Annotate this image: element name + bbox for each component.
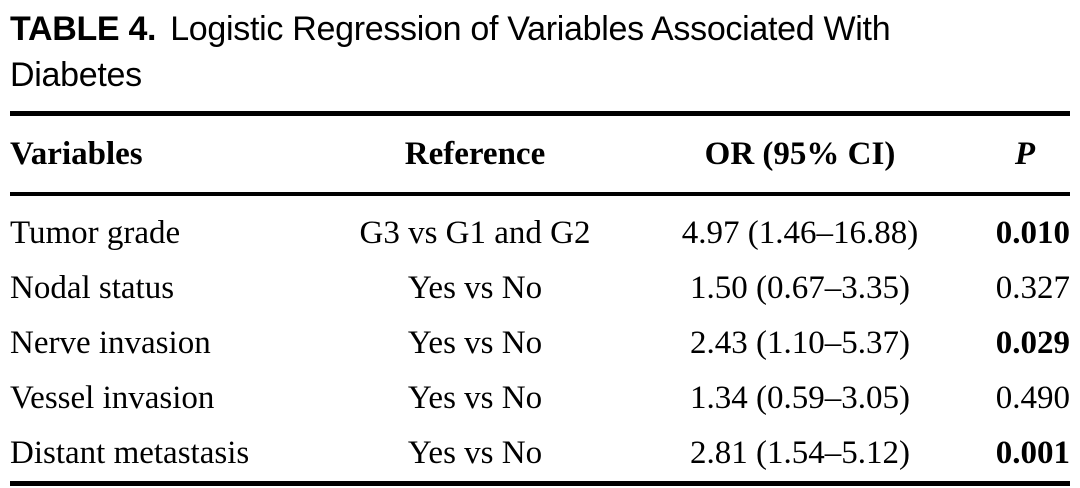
column-header-or-ci: OR (95% CI)	[620, 113, 980, 196]
cell-or-ci: 1.50 (0.67–3.35)	[690, 270, 910, 306]
cell-variable: Vessel invasion	[10, 380, 215, 416]
cell-p-value: 0.029	[995, 325, 1070, 361]
cell-or-ci: 2.81 (1.54–5.12)	[690, 435, 910, 471]
column-header-reference: Reference	[330, 113, 620, 196]
cell-reference: Yes vs No	[407, 380, 543, 416]
cell-variable: Nerve invasion	[10, 325, 211, 361]
cell-reference: Yes vs No	[407, 270, 543, 306]
table-row: Vessel invasion Yes vs No 1.34 (0.59–3.0…	[10, 371, 1070, 426]
cell-p-value: 0.327	[995, 270, 1070, 306]
cell-variable: Distant metastasis	[10, 435, 250, 471]
cell-variable: Nodal status	[10, 270, 175, 306]
table-row: Distant metastasis Yes vs No 2.81 (1.54–…	[10, 426, 1070, 484]
cell-reference: G3 vs G1 and G2	[359, 215, 591, 251]
table-number-label: TABLE 4.	[10, 10, 157, 48]
column-header-p-value: P	[980, 113, 1070, 196]
cell-p-value: 0.490	[995, 380, 1070, 416]
header-row: Variables Reference OR (95% CI) P	[10, 113, 1070, 196]
table-row: Nodal status Yes vs No 1.50 (0.67–3.35) …	[10, 261, 1070, 316]
cell-variable: Tumor grade	[10, 215, 181, 251]
cell-reference: Yes vs No	[407, 325, 543, 361]
table-row: Tumor grade G3 vs G1 and G2 4.97 (1.46–1…	[10, 194, 1070, 261]
cell-or-ci: 4.97 (1.46–16.88)	[681, 215, 919, 251]
cell-reference: Yes vs No	[407, 435, 543, 471]
cell-or-ci: 1.34 (0.59–3.05)	[690, 380, 910, 416]
cell-p-value: 0.001	[995, 435, 1070, 471]
table-title-text: Logistic Regression of Variables Associa…	[10, 10, 891, 94]
cell-or-ci: 2.43 (1.10–5.37)	[690, 325, 910, 361]
logistic-regression-table: Variables Reference OR (95% CI) P Tumor …	[10, 111, 1070, 486]
table-caption: TABLE 4. Logistic Regression of Variables…	[10, 6, 970, 98]
column-header-variables: Variables	[10, 113, 330, 196]
table-row: Nerve invasion Yes vs No 2.43 (1.10–5.37…	[10, 316, 1070, 371]
cell-p-value: 0.010	[995, 215, 1070, 251]
